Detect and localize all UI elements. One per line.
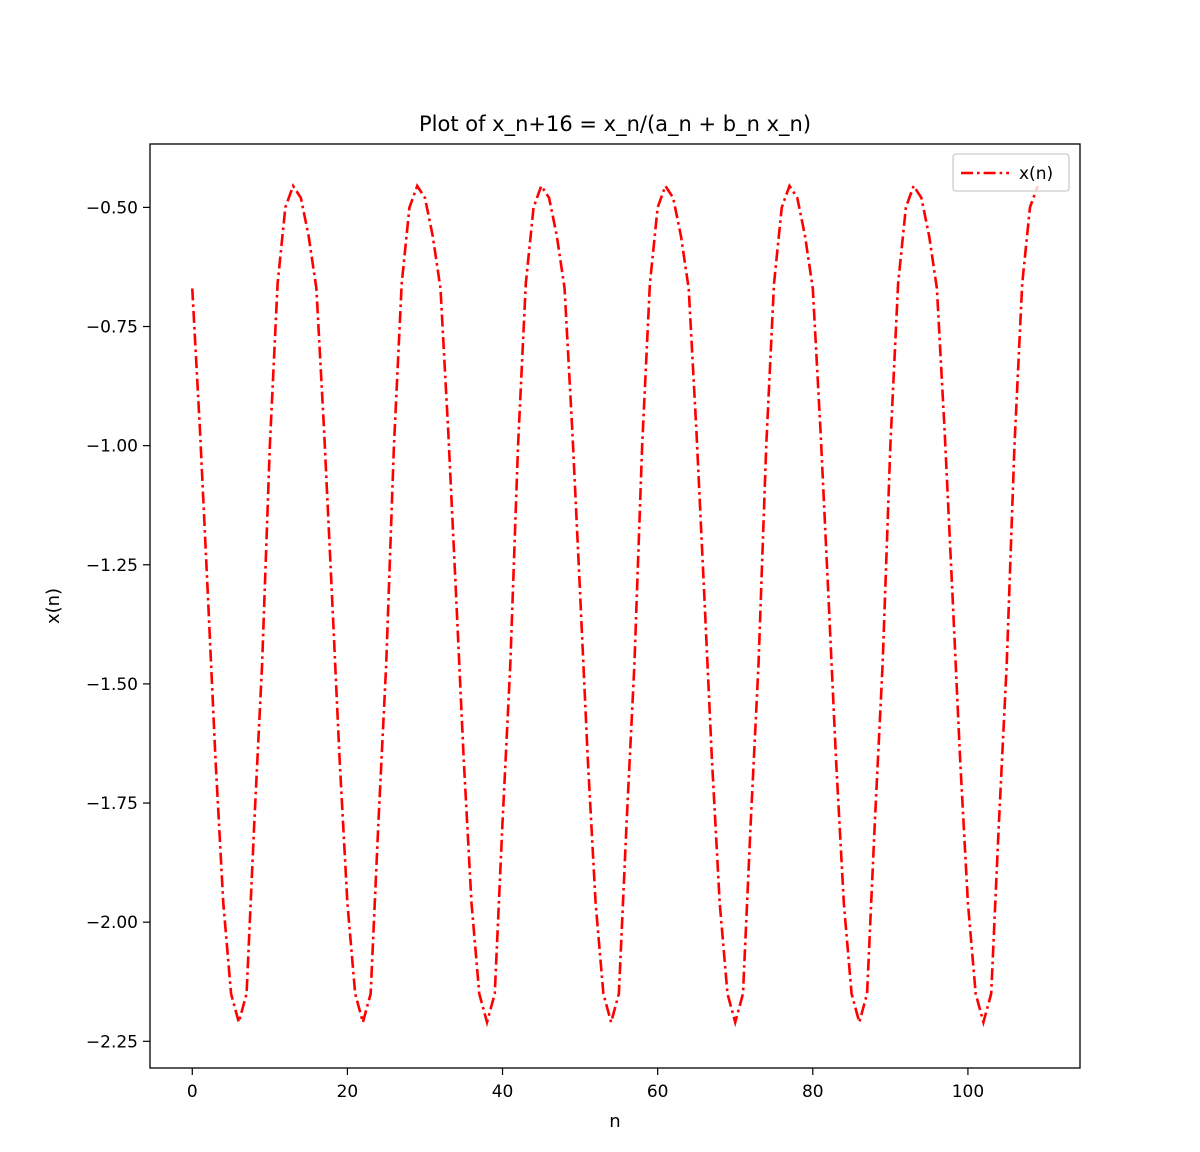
legend: x(n) [952,153,1070,192]
legend-box [952,153,1070,192]
y-axis-label: x(n) [43,588,64,624]
y-axis: −2.25 −2.00 −1.75 −1.50 −1.25 −1.00 −0.75 −0.50 [86,198,150,1052]
x-tick-label: 0 [187,1082,198,1102]
y-tick-label: −1.75 [86,794,138,814]
x-axis: 0 20 40 60 80 100 [187,1068,984,1102]
y-tick-label: −1.50 [86,675,138,695]
x-tick-label: 60 [647,1082,669,1102]
x-tick-label: 80 [802,1082,824,1102]
x-tick-label: 20 [337,1082,359,1102]
x-axis-label: n [609,1111,620,1132]
x-tick-label: 40 [492,1082,514,1102]
axes-frame [149,143,1081,1069]
series-line-x-n [190,183,1039,1028]
x-tick-label: 100 [952,1082,984,1102]
y-tick-label: −0.75 [86,318,138,338]
plot-area [190,183,1039,1028]
y-tick-label: −2.25 [86,1032,138,1052]
y-tick-label: −2.00 [86,913,138,933]
y-tick-label: −1.25 [86,556,138,576]
y-tick-label: −0.50 [86,198,138,218]
legend-label: x(n) [1019,164,1053,184]
chart-title: Plot of x_n+16 = x_n/(a_n + b_n x_n) [419,112,811,137]
y-tick-label: −1.00 [86,437,138,457]
